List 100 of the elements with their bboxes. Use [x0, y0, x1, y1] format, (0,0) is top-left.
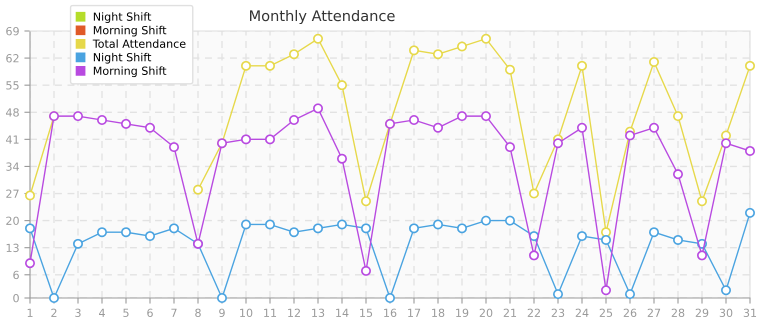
x-tick-label: 28 — [672, 308, 684, 318]
x-tick-label: 19 — [456, 308, 468, 318]
x-tick-label: 26 — [624, 308, 636, 318]
point — [361, 223, 371, 234]
x-tick-label: 21 — [504, 308, 516, 317]
x-tick-label: 8 — [195, 308, 201, 318]
point — [481, 216, 491, 226]
point — [73, 238, 83, 249]
point — [409, 45, 419, 56]
y-tick-label: 62 — [6, 54, 18, 62]
point — [433, 49, 443, 60]
point — [649, 227, 659, 238]
x-tick-label: 14 — [336, 308, 348, 317]
x-tick-label: 13 — [312, 308, 324, 318]
x-tick-label: 7 — [171, 308, 177, 317]
point — [601, 234, 611, 245]
x-tick-label: 22 — [528, 308, 540, 317]
point — [481, 111, 491, 122]
x-tick-label: 15 — [360, 308, 372, 318]
point — [145, 231, 155, 242]
x-tick-label: 30 — [720, 308, 732, 318]
x-tick-label: 6 — [147, 308, 153, 318]
point — [265, 219, 275, 230]
x-tick-label: 18 — [432, 308, 444, 318]
x-tick-label: 16 — [384, 308, 396, 318]
point — [745, 146, 755, 156]
y-tick-label: 41 — [6, 135, 19, 144]
point — [313, 223, 323, 234]
point — [673, 169, 683, 180]
point — [265, 60, 275, 71]
y-tick-label: 6 — [13, 270, 19, 280]
point — [289, 227, 299, 238]
y-tick-label: 69 — [6, 26, 19, 36]
point — [577, 122, 587, 133]
point — [577, 231, 587, 242]
point — [745, 60, 755, 71]
point — [169, 223, 179, 234]
point — [409, 115, 419, 125]
point — [289, 49, 299, 60]
point — [529, 250, 539, 260]
x-tick-label: 24 — [576, 308, 588, 317]
point — [577, 60, 587, 71]
point — [625, 289, 635, 300]
point — [193, 184, 203, 195]
x-tick-label: 9 — [219, 308, 225, 318]
x-tick-label: 17 — [408, 308, 420, 317]
point — [265, 134, 275, 144]
x-tick-label: 5 — [123, 308, 129, 318]
x-tick-label: 10 — [240, 308, 252, 318]
x-tick-label: 27 — [648, 308, 660, 317]
point — [145, 122, 155, 133]
point — [529, 188, 539, 199]
y-tick-label: 55 — [6, 81, 19, 90]
x-tick-label: 25 — [600, 308, 612, 318]
x-tick-label: 31 — [744, 308, 756, 318]
x-tick-label: 3 — [75, 308, 81, 318]
point — [385, 293, 395, 303]
point — [121, 118, 131, 129]
point — [337, 154, 347, 164]
x-tick-label: 11 — [264, 308, 276, 317]
point — [649, 122, 659, 133]
point — [313, 103, 323, 114]
point — [721, 285, 731, 296]
point — [697, 250, 707, 260]
point — [313, 34, 323, 44]
legend-label: Night Shift — [94, 12, 152, 23]
legend-label: Night Shift — [94, 52, 152, 64]
point — [409, 223, 419, 234]
point — [241, 134, 251, 144]
point — [49, 293, 59, 303]
y-tick-label: 0 — [13, 294, 19, 302]
point — [481, 34, 491, 44]
point — [361, 266, 371, 276]
point — [553, 289, 563, 300]
point — [505, 142, 515, 152]
point — [433, 219, 443, 230]
x-tick-label: 23 — [552, 308, 564, 318]
point — [673, 234, 683, 245]
point — [97, 115, 107, 125]
x-tick-label: 29 — [696, 308, 708, 318]
point — [505, 216, 515, 226]
point — [721, 130, 731, 140]
x-tick-label: 4 — [99, 308, 105, 317]
point — [25, 223, 35, 234]
y-tick-label: 48 — [6, 108, 19, 117]
point — [697, 196, 707, 206]
point — [337, 80, 347, 90]
point — [457, 111, 467, 122]
point — [241, 219, 251, 230]
point — [337, 219, 347, 230]
point — [289, 115, 299, 125]
point — [625, 130, 635, 140]
legend-label: Morning Shift — [94, 26, 166, 37]
point — [433, 122, 443, 133]
legend-label: Total Attendance — [92, 39, 186, 48]
point — [745, 208, 755, 218]
x-tick-label: 12 — [288, 308, 300, 317]
point — [649, 56, 659, 67]
point — [601, 285, 611, 296]
point — [457, 223, 467, 234]
